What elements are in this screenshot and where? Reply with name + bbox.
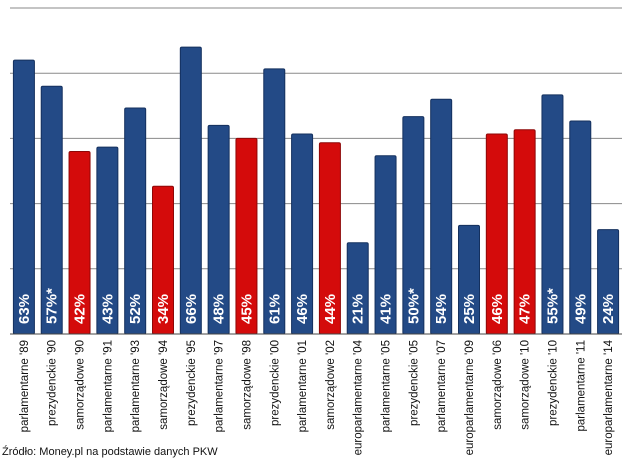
- bar: [12, 59, 35, 335]
- bar-group: 44% samorządowe '02: [318, 142, 341, 430]
- bar-group: 54% parlamentarne '07: [430, 98, 453, 432]
- bar-value-label: 54%: [433, 294, 450, 324]
- source-note: Źródło: Money.pl na podstawie danych PKW: [2, 446, 218, 458]
- category-label: europarlamentarne '14: [603, 339, 615, 455]
- bar-value-label: 61%: [266, 294, 283, 324]
- bar-group: 24% europarlamentarne '14: [597, 229, 620, 455]
- bar-value-label: 66%: [183, 294, 200, 324]
- bar-value-label: 63%: [16, 294, 33, 324]
- bar-value-label: 48%: [211, 294, 228, 324]
- category-label: europarlamentarne '09: [464, 340, 476, 455]
- category-label: parlamentarne '97: [214, 340, 226, 432]
- category-label: prezydenckie '10: [547, 340, 559, 426]
- bar-group: 48% parlamentarne '97: [207, 124, 230, 432]
- bar-group: 42% samorządowe '90: [68, 150, 91, 430]
- bar-value-label: 47%: [517, 294, 534, 324]
- category-label: parlamentarne '11: [575, 340, 587, 431]
- bar-value-label: 46%: [489, 294, 506, 324]
- bar-group: 66% prezydenckie '95: [179, 46, 202, 426]
- bar-value-label: 44%: [322, 294, 339, 324]
- bar-value-label: 41%: [378, 294, 395, 324]
- bar-value-label: 46%: [294, 294, 311, 324]
- category-label: prezydenckie '90: [47, 340, 59, 426]
- bar-value-label: 49%: [572, 294, 589, 324]
- bar-value-label: 57%*: [44, 288, 61, 324]
- bar-group: 45% samorządowe '98: [235, 137, 258, 430]
- bar-value-label: 42%: [72, 294, 89, 324]
- category-label: parlamentarne '01: [297, 340, 309, 432]
- category-label: samorządowe '02: [325, 340, 337, 430]
- bar-value-label: 52%: [127, 294, 144, 324]
- bar-group: 34% samorządowe '94: [152, 185, 174, 430]
- bar-value-label: 24%: [600, 294, 617, 324]
- category-label: samorządowe '90: [75, 340, 87, 430]
- bar-group: 52% parlamentarne '93: [124, 107, 147, 432]
- category-label: parlamentarne '93: [130, 340, 142, 432]
- bar-group: 46% samorządowe '06: [485, 133, 508, 430]
- bar-group: 63% parlamentarne '89: [12, 59, 35, 432]
- bar-group: 46% parlamentarne '01: [291, 133, 314, 432]
- category-label: prezydenckie '95: [186, 340, 198, 426]
- category-label: samorządowe '06: [492, 340, 504, 430]
- bar-value-label: 25%: [461, 294, 478, 324]
- bar-group: 50%* prezydenckie '05: [402, 116, 425, 426]
- category-label: parlamentarne '89: [19, 340, 31, 432]
- bar-value-label: 55%*: [544, 288, 561, 324]
- category-label: europarlamentarne '04: [353, 339, 365, 455]
- bar-group: 49% parlamentarne '11: [569, 120, 592, 431]
- category-label: prezydenckie '00: [269, 340, 281, 426]
- category-label: parlamentarne '07: [436, 340, 448, 432]
- bar: [179, 46, 202, 335]
- category-label: samorządowe '94: [158, 339, 170, 429]
- category-label: prezydenckie '05: [408, 340, 420, 426]
- bar-value-label: 45%: [238, 294, 255, 324]
- bar-group: 43% parlamentarne '91: [96, 146, 119, 432]
- bar-group: 41% parlamentarne '05: [374, 155, 397, 432]
- category-label: parlamentarne '05: [381, 340, 393, 432]
- category-label: samorządowe '10: [520, 340, 532, 430]
- bar-value-label: 50%*: [405, 288, 422, 324]
- bar-group: 21% europarlamentarne '04: [346, 242, 369, 455]
- bar-group: 57%* prezydenckie '90: [40, 85, 63, 426]
- bar-value-label: 43%: [99, 294, 116, 324]
- bar-group: 47% samorządowe '10: [513, 129, 536, 430]
- bar-group: 25% europarlamentarne '09: [458, 224, 480, 455]
- bar-value-label: 34%: [155, 294, 172, 324]
- category-label: samorządowe '98: [241, 340, 253, 430]
- bar-group: 55%* prezydenckie '10: [541, 94, 564, 426]
- bar-group: 61% prezydenckie '00: [263, 68, 286, 426]
- category-label: parlamentarne '91: [102, 340, 114, 432]
- bar-value-label: 21%: [350, 294, 367, 324]
